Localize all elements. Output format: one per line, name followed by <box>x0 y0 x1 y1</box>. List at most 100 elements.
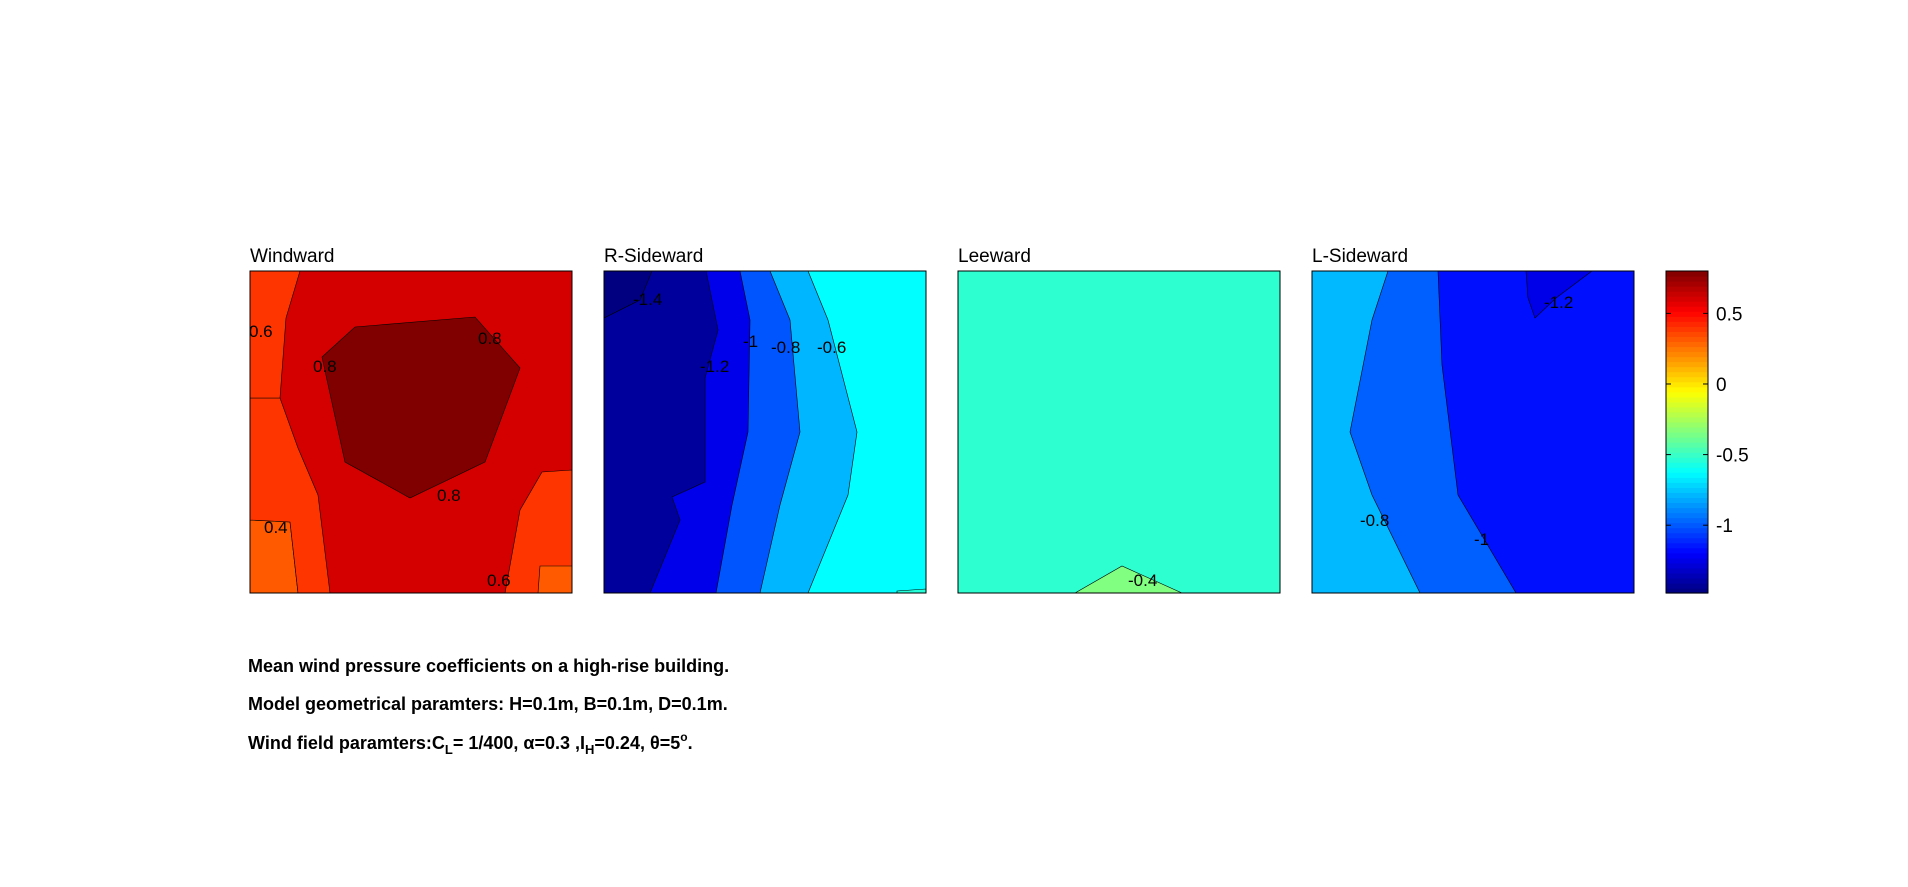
colorbar-band <box>1666 552 1708 559</box>
colorbar-band <box>1666 346 1708 353</box>
colorbar-band <box>1666 281 1708 287</box>
colorbar-band <box>1666 457 1708 463</box>
colorbar-band <box>1666 376 1708 383</box>
windward-band-left-mid <box>250 397 331 593</box>
contour-label: 0.8 <box>313 357 337 376</box>
colorbar-band <box>1666 416 1708 423</box>
colorbar-band <box>1666 306 1708 312</box>
colorbar-band <box>1666 271 1708 277</box>
colorbar-band <box>1666 356 1708 363</box>
leeward-band-bottom <box>1074 565 1183 593</box>
colorbar-gradient <box>1666 271 1708 594</box>
rside-band-corner <box>896 588 926 593</box>
leeward-band-base <box>958 271 1280 593</box>
superscript: o <box>680 730 688 744</box>
caption-text: = 1/400, <box>452 733 524 753</box>
colorbar-band <box>1666 276 1708 282</box>
windward-band-bottomright <box>504 469 572 593</box>
contour-label: 0.4 <box>264 518 288 537</box>
caption-line-3: Wind field paramters:CL= 1/400, α=0.3 ,I… <box>248 730 693 757</box>
colorbar-band <box>1666 547 1708 554</box>
colorbar-band <box>1666 336 1708 343</box>
colorbar-band <box>1666 311 1708 317</box>
panel-title: Leeward <box>958 246 1031 267</box>
colorbar-band <box>1666 286 1708 292</box>
colorbar-band <box>1666 542 1708 549</box>
caption-text: =5 <box>659 733 681 753</box>
colorbar-band <box>1666 351 1708 358</box>
alpha-symbol: α <box>523 733 535 753</box>
colorbar-tick-label: -0.5 <box>1716 446 1749 467</box>
colorbar-band <box>1666 442 1708 448</box>
colorbar-band <box>1666 326 1708 332</box>
colorbar-band <box>1666 341 1708 348</box>
windward-band-bottomright-low <box>537 565 572 593</box>
contour-label: -0.8 <box>771 338 800 357</box>
rside-band-darkblue <box>604 271 719 593</box>
lside-band-lightblue <box>1312 271 1421 593</box>
colorbar-band <box>1666 386 1708 393</box>
colorbar-band <box>1666 562 1708 569</box>
colorbar-band <box>1666 411 1708 418</box>
colorbar-band <box>1666 361 1708 368</box>
colorbar-tick-label: -1 <box>1716 516 1733 537</box>
contour-label: -0.6 <box>817 338 846 357</box>
panel-title: L-Sideward <box>1312 246 1408 267</box>
colorbar-band <box>1666 477 1708 483</box>
contour-label: -1.2 <box>700 357 729 376</box>
windward-band-topleft <box>250 271 301 399</box>
caption-text: =0.3 ,I <box>534 733 586 753</box>
colorbar-band <box>1666 316 1708 322</box>
colorbar-band <box>1666 517 1708 524</box>
theta-symbol: θ <box>649 733 660 753</box>
panel-leeward: Leeward <box>957 246 1281 594</box>
colorbar-band <box>1666 527 1708 534</box>
colorbar-band <box>1666 522 1708 529</box>
contour-label: 0.8 <box>437 486 461 505</box>
colorbar-band <box>1666 437 1708 443</box>
colorbar-band <box>1666 582 1708 589</box>
colorbar-band <box>1666 331 1708 338</box>
colorbar-band <box>1666 532 1708 539</box>
contour-label: -1.2 <box>1544 293 1573 312</box>
contour-label: 0.8 <box>478 329 502 348</box>
colorbar-band <box>1666 492 1708 499</box>
caption-text: Wind field paramters:C <box>248 733 445 753</box>
colorbar-band <box>1666 587 1708 594</box>
caption-text: =0.24, <box>594 733 650 753</box>
contour-label: -0.4 <box>1128 571 1157 590</box>
panel-title: Windward <box>250 246 334 267</box>
colorbar-band <box>1666 537 1708 544</box>
colorbar-tick-label: 0 <box>1716 375 1727 396</box>
colorbar-band <box>1666 366 1708 373</box>
colorbar-band <box>1666 472 1708 478</box>
colorbar-band <box>1666 391 1708 398</box>
colorbar-tick-label: 0.5 <box>1716 304 1742 325</box>
colorbar-band <box>1666 497 1708 504</box>
contour-labels: 0.6 0.8 0.8 0.4 0.8 0.6 -1.4 -1.2 -1 -0.… <box>249 290 1573 590</box>
colorbar-band <box>1666 381 1708 388</box>
colorbar-band <box>1666 406 1708 413</box>
caption-text: . <box>687 733 693 753</box>
lside-band-topright <box>1525 271 1593 319</box>
colorbar-band <box>1666 467 1708 473</box>
colorbar-band <box>1666 447 1708 453</box>
colorbar-band <box>1666 557 1708 564</box>
colorbar-band <box>1666 321 1708 327</box>
windward-band-core <box>321 316 521 499</box>
contour-label: 0.6 <box>487 571 511 590</box>
panel-title: R-Sideward <box>604 246 703 267</box>
contour-label: -1.4 <box>633 290 662 309</box>
colorbar-band <box>1666 567 1708 574</box>
colorbar-band <box>1666 296 1708 302</box>
colorbar-band <box>1666 421 1708 428</box>
colorbar-band <box>1666 577 1708 584</box>
colorbar-band <box>1666 487 1708 493</box>
rside-band-darkest <box>604 271 653 319</box>
colorbar: 0.5 0 -0.5 -1 <box>1665 270 1749 594</box>
colorbar-band <box>1666 396 1708 403</box>
subscript: H <box>585 742 595 757</box>
colorbar-band <box>1666 482 1708 488</box>
contour-label: 0.6 <box>249 322 273 341</box>
